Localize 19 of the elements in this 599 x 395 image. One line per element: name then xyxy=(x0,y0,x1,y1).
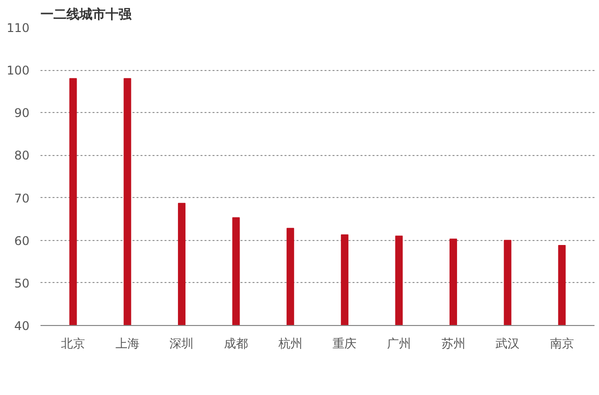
y-tick-label: 70 xyxy=(14,191,30,206)
x-tick-label: 深圳 xyxy=(170,336,194,350)
y-tick-label: 100 xyxy=(6,64,30,78)
x-tick-label: 杭州 xyxy=(277,336,302,350)
chart-title: 一二线城市十强 xyxy=(40,6,132,22)
x-tick-label: 重庆 xyxy=(332,336,357,350)
y-tick-label: 110 xyxy=(6,21,30,35)
y-tick-label: 60 xyxy=(14,234,30,248)
x-tick-label: 上海 xyxy=(115,336,140,350)
x-tick-label: 北京 xyxy=(61,336,86,350)
y-tick-label: 80 xyxy=(14,148,30,163)
y-tick-label: 40 xyxy=(14,319,30,333)
x-tick-label: 武汉 xyxy=(496,336,520,350)
x-tick-label: 成都 xyxy=(224,336,248,350)
y-tick-label: 90 xyxy=(14,106,30,120)
y-tick-label: 50 xyxy=(14,276,30,290)
x-tick-label: 苏州 xyxy=(441,336,466,350)
x-tick-label: 南京 xyxy=(550,336,574,350)
x-tick-label: 广州 xyxy=(386,336,411,350)
